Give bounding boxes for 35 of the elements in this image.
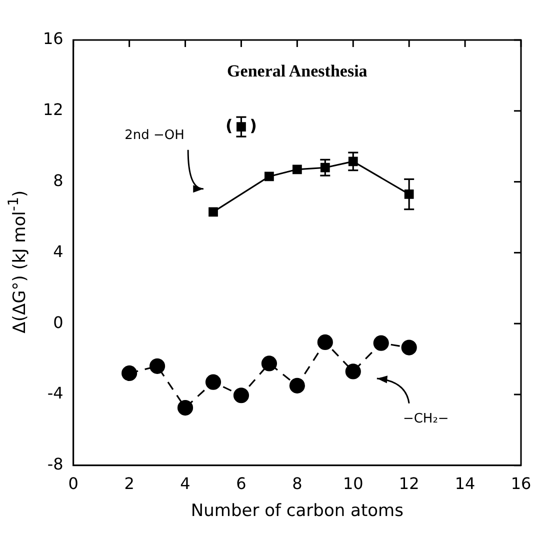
y-tick-label: 12 (43, 100, 64, 120)
y-tick-label: 16 (43, 29, 64, 48)
y-tick-label: 4 (53, 242, 64, 261)
point (208, 207, 218, 217)
y-tick-label: 0 (53, 312, 64, 332)
x-tick-label: 0 (68, 474, 78, 494)
point (373, 335, 389, 351)
x-tick-label: 12 (398, 474, 420, 494)
point (261, 356, 277, 372)
x-tick-label: 8 (292, 474, 302, 494)
y-tick-label: 8 (53, 170, 64, 190)
x-tick-label: 4 (180, 474, 190, 494)
point (149, 358, 166, 374)
point (233, 388, 250, 404)
x-axis-title: Number of carbon atoms (190, 501, 404, 522)
x-tick-label: 10 (342, 474, 364, 494)
point (177, 400, 194, 416)
y-tick-label: -4 (47, 384, 64, 403)
annotation: 2nd −OH (124, 128, 184, 144)
x-tick-label: 16 (510, 474, 532, 494)
x-tick-label: 2 (124, 474, 134, 494)
point (345, 364, 361, 380)
point (205, 374, 222, 390)
x-tick-label: 14 (454, 474, 476, 494)
y-tick-label: -8 (47, 454, 64, 474)
point (122, 365, 138, 382)
point (401, 340, 417, 356)
point (317, 334, 333, 350)
point (264, 172, 274, 182)
annotation: ( ) (226, 116, 257, 136)
point (292, 164, 302, 174)
annotation: −CH₂− (402, 412, 449, 427)
point (289, 378, 305, 394)
text: General Anesthesia (227, 61, 368, 80)
x-tick-label: 6 (236, 474, 246, 494)
